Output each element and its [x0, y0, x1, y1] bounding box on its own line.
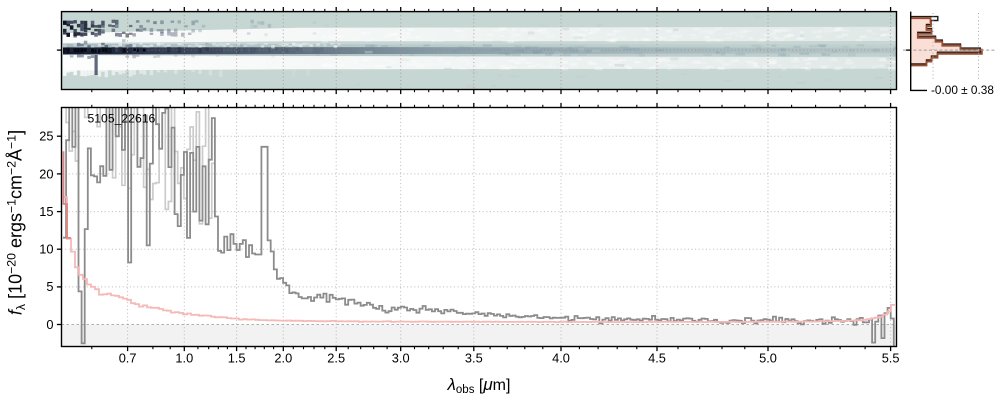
svg-text:25: 25	[39, 129, 53, 144]
svg-text:5: 5	[46, 279, 53, 294]
svg-text:0: 0	[46, 317, 53, 332]
svg-text:-0.00 ± 0.38: -0.00 ± 0.38	[931, 83, 994, 97]
svg-text:2.5: 2.5	[327, 351, 345, 366]
svg-text:10: 10	[39, 242, 53, 257]
svg-text:5105_22616: 5105_22616	[88, 112, 156, 126]
svg-text:λobs [μm]: λobs [μm]	[447, 375, 511, 396]
svg-text:5.0: 5.0	[759, 351, 777, 366]
svg-text:3.0: 3.0	[392, 351, 410, 366]
svg-text:3.5: 3.5	[465, 351, 483, 366]
svg-text:4.5: 4.5	[648, 351, 666, 366]
svg-text:fλ [10−20 ergs−1cm−2Å−1]: fλ [10−20 ergs−1cm−2Å−1]	[5, 130, 28, 315]
svg-text:1.0: 1.0	[175, 351, 193, 366]
svg-text:20: 20	[39, 166, 53, 181]
svg-text:15: 15	[39, 204, 53, 219]
svg-text:4.0: 4.0	[552, 351, 570, 366]
svg-text:1.5: 1.5	[228, 351, 246, 366]
svg-text:2.0: 2.0	[274, 351, 292, 366]
svg-text:5.5: 5.5	[882, 351, 900, 366]
svg-text:0.7: 0.7	[119, 351, 137, 366]
